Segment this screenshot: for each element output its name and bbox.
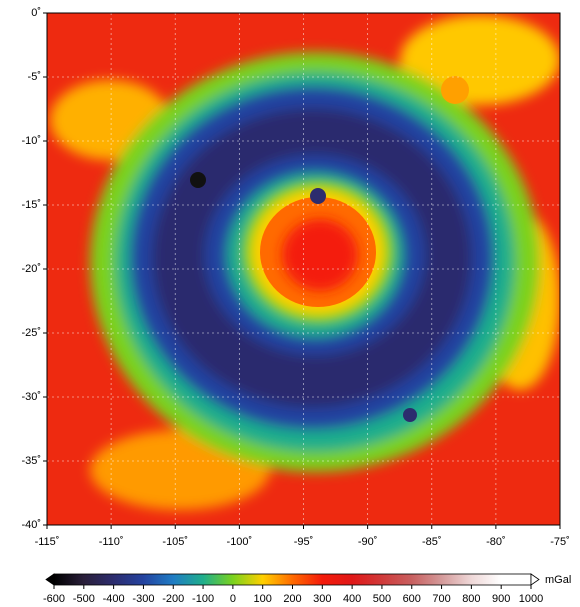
colorbar-tick-label: -500 [73, 593, 95, 605]
y-tick-label: -40˚ [21, 519, 41, 531]
colorbar-tick-label: 900 [492, 593, 510, 605]
x-tick-label: -100˚ [227, 536, 253, 548]
y-tick-label: -10˚ [21, 135, 41, 147]
colorbar-tick-label: -300 [132, 593, 154, 605]
y-tick-label: -35˚ [21, 455, 41, 467]
colorbar-tick-label: 200 [283, 593, 301, 605]
colorbar-low-arrow [45, 573, 55, 586]
x-tick-label: -110˚ [99, 536, 124, 548]
colorbar-tick-label: 500 [373, 593, 391, 605]
colorbar-gradient [53, 573, 532, 586]
y-tick-label: -20˚ [21, 263, 41, 275]
x-tick-label: -85˚ [422, 536, 442, 548]
gravity-field-image [47, 13, 560, 525]
axis-labels: -115˚ -110˚ -105˚ -100˚ -95˚ -90˚ -85˚ -80˚ -75˚… [21, 7, 569, 548]
x-tick-label: -95˚ [294, 536, 314, 548]
colorbar-tick-label: -200 [162, 593, 184, 605]
x-tick-label: -115˚ [35, 536, 60, 548]
y-tick-label: -5˚ [28, 71, 41, 83]
colorbar-tick-label: -100 [192, 593, 214, 605]
y-tick-label: -15˚ [21, 199, 41, 211]
x-tick-label: -105˚ [162, 536, 188, 548]
y-tick-label: -30˚ [21, 391, 41, 403]
colorbar-tick-label: -400 [103, 593, 125, 605]
x-tick-label: -80˚ [486, 536, 506, 548]
x-tick-label: -90˚ [358, 536, 378, 548]
colorbar-tick-label: 1000 [519, 593, 543, 605]
colorbar-tick-label: 700 [432, 593, 450, 605]
colorbar: mGal -600 -500 -400 -300 -200 -100 0 100 200 300 4… [43, 573, 571, 605]
colorbar-tick-label: -600 [43, 593, 65, 605]
y-tick-label: -25˚ [21, 327, 41, 339]
map-frame [46, 12, 561, 526]
colorbar-tick-label: 600 [403, 593, 421, 605]
colorbar-tick-label: 800 [462, 593, 480, 605]
y-tick-label: 0˚ [31, 7, 41, 19]
colorbar-tick-label: 100 [254, 593, 272, 605]
colorbar-high-arrow [530, 573, 540, 586]
colorbar-tick-label: 0 [230, 593, 236, 605]
colorbar-unit: mGal [545, 574, 571, 586]
colorbar-tick-label: 300 [313, 593, 331, 605]
x-tick-label: -75˚ [550, 536, 570, 548]
colorbar-tick-label: 400 [343, 593, 361, 605]
